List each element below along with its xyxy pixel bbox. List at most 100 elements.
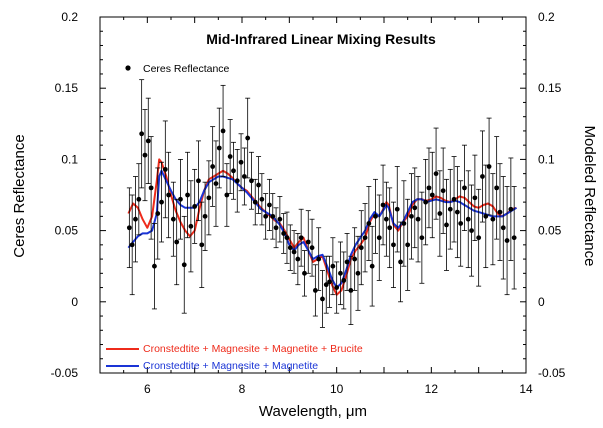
data-point (181, 262, 187, 268)
data-point (405, 242, 411, 248)
data-point (423, 199, 429, 205)
data-point (362, 235, 368, 241)
data-point (245, 135, 251, 141)
data-point (444, 222, 449, 228)
data-point (216, 145, 222, 151)
data-point (174, 239, 180, 245)
data-point (202, 213, 208, 219)
data-point (152, 263, 157, 269)
x-tick-label: 6 (144, 382, 151, 396)
x-axis-label: Wavelength, μm (259, 403, 367, 420)
data-point (419, 235, 425, 241)
data-point (178, 196, 183, 202)
data-point (387, 225, 393, 231)
y-tick-label-right: 0.2 (538, 10, 555, 24)
data-point (162, 166, 168, 172)
data-point (369, 263, 375, 269)
data-point (170, 216, 176, 222)
x-tick-label: 10 (330, 382, 344, 396)
data-point (291, 249, 297, 255)
data-point (508, 206, 514, 212)
data-point (447, 206, 453, 212)
data-point (295, 256, 301, 262)
data-point (252, 199, 258, 205)
data-point (366, 221, 372, 226)
data-point (267, 202, 272, 208)
data-point (287, 245, 293, 251)
data-point (462, 185, 467, 191)
data-point (433, 171, 439, 177)
data-point (494, 185, 500, 191)
data-point (497, 209, 503, 215)
data-point (277, 216, 283, 222)
data-point (454, 209, 460, 215)
data-point (142, 152, 148, 158)
data-point (305, 239, 311, 245)
data-point (309, 245, 315, 251)
data-point (490, 216, 496, 222)
data-point (249, 178, 254, 184)
data-point (206, 195, 212, 201)
y-axis-label-right: Modeled Reflectance (581, 126, 598, 267)
axis-ticks (99, 16, 527, 374)
data-point (458, 221, 464, 226)
data-point (352, 256, 358, 262)
data-point (483, 213, 489, 219)
data-point (486, 164, 492, 169)
data-point (469, 228, 474, 234)
y-tick-label-left: 0.2 (61, 10, 78, 24)
data-point (409, 213, 414, 219)
data-point (312, 288, 318, 293)
data-point (139, 131, 145, 137)
data-point (159, 199, 164, 205)
data-point (316, 256, 322, 262)
data-point (440, 188, 446, 194)
y-tick-label-left: 0.1 (61, 152, 78, 166)
data-point (398, 259, 403, 265)
y-tick-label-left: 0.15 (55, 81, 79, 95)
x-tick-label: 8 (239, 382, 246, 396)
y-tick-label-right: 0.15 (538, 81, 562, 95)
data-point (327, 279, 332, 285)
data-point (192, 203, 198, 209)
data-point (166, 192, 172, 198)
data-point (259, 196, 265, 202)
data-point (155, 211, 161, 216)
data-point (320, 296, 325, 302)
data-point (323, 282, 329, 288)
data-point (220, 128, 226, 134)
x-tick-label: 14 (519, 382, 533, 396)
y-tick-label-left: 0 (71, 295, 78, 309)
data-point (129, 242, 135, 248)
y-tick-label-right: 0 (538, 295, 545, 309)
data-point (263, 213, 269, 219)
data-point (270, 213, 276, 219)
data-point (298, 235, 304, 241)
data-points (126, 128, 517, 302)
data-point (185, 192, 190, 198)
data-point (302, 270, 307, 276)
data-point (373, 213, 378, 219)
data-point (500, 225, 506, 231)
data-point (451, 196, 457, 202)
data-point (148, 185, 154, 191)
data-point (412, 205, 418, 211)
data-point (196, 178, 201, 184)
data-point (238, 159, 244, 165)
data-point (338, 270, 343, 276)
data-point (383, 216, 389, 222)
data-point (145, 138, 151, 144)
y-tick-label-left: -0.05 (51, 366, 79, 380)
data-point (476, 235, 482, 241)
data-point (472, 195, 478, 201)
data-point (334, 285, 340, 290)
data-point (391, 242, 396, 248)
data-point (465, 216, 471, 222)
legend-label-model-1: Cronstedtite + Magnesite + Magnetite + B… (143, 343, 363, 355)
data-point (401, 221, 407, 226)
axis-tick-labels: 6 8 10 12 14 -0.05 -0.05 0 0 0.05 0.05 0.1 0.1 0.15 0.… (51, 10, 566, 396)
data-point (380, 202, 386, 208)
data-point (210, 164, 216, 169)
legend-marker-observed (125, 65, 131, 71)
